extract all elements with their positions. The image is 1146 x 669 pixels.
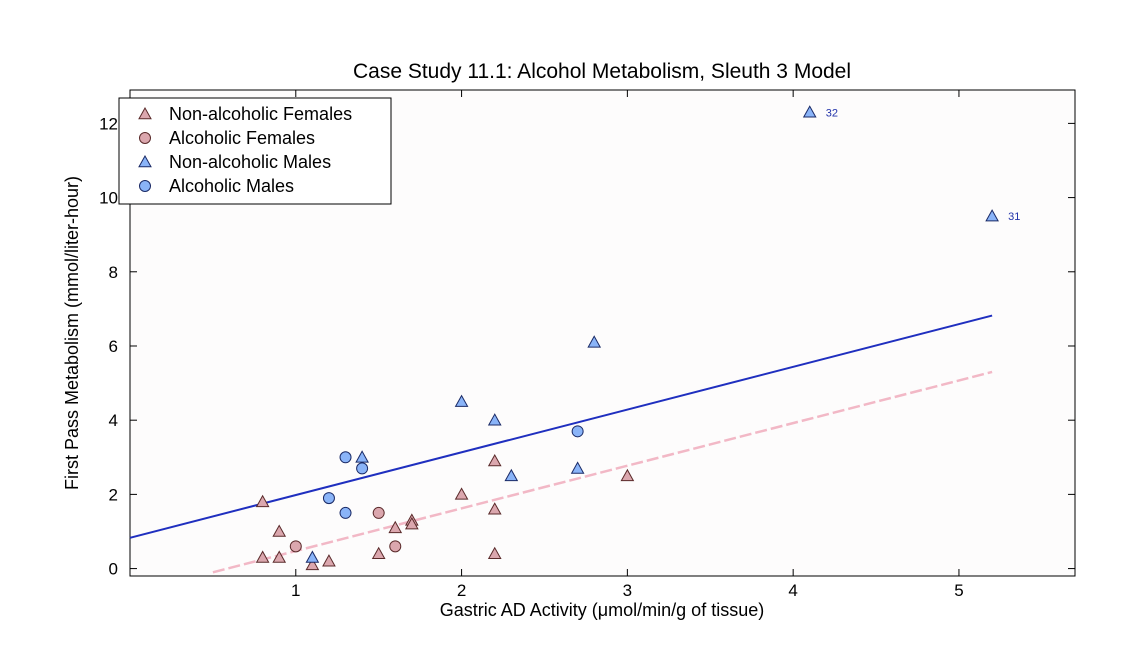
circle-point [339,451,352,464]
triangle-point [487,502,502,515]
circle-point [571,425,584,438]
legend-marker [138,154,152,168]
chart-title: Case Study 11.1: Alcohol Metabolism, Sle… [353,60,851,83]
triangle-point [487,453,502,467]
y-tick-label: 0 [109,560,118,579]
circle-point [356,462,369,475]
x-tick-label: 3 [623,581,632,600]
y-tick-label: 12 [99,114,118,133]
legend: Non-alcoholic Females Alcoholic Females No… [118,97,392,205]
circle-point [389,540,402,553]
y-tick-label: 2 [109,485,118,504]
triangle-point [322,554,336,567]
legend-label: Non-alcoholic Males [169,152,331,172]
legend-label: Alcoholic Males [169,176,294,196]
triangle-point [620,468,635,482]
triangle-point [388,520,403,534]
triangle-point [985,209,999,222]
x-tick-label: 5 [954,581,963,600]
triangle-point [570,461,585,474]
triangle-point [255,494,270,508]
y-tick-label: 8 [109,263,118,282]
x-tick-label: 4 [788,581,797,600]
legend-marker [138,106,152,120]
legend-marker [139,180,151,192]
legend-box [118,97,392,205]
point-annotations: 32 31 [826,107,1021,223]
circle-point [372,506,385,519]
triangle-point [305,550,320,563]
triangle-point [454,394,469,407]
x-tick-label: 2 [457,581,466,600]
triangle-point [371,546,386,560]
triangle-point [272,550,287,563]
triangle-point [404,517,419,530]
triangle-point [487,413,502,426]
y-tick-label: 4 [109,411,118,430]
y-axis-label: First Pass Metabolism (mmol/liter-hour) [62,176,82,490]
triangle-point [355,450,369,463]
x-tick-label: 1 [291,581,300,600]
circle-point [289,540,302,553]
point-label: 32 [826,107,838,119]
triangle-point [504,468,519,482]
y-tick-label: 6 [109,337,118,356]
triangle-point [802,105,817,118]
legend-marker [139,132,151,144]
triangle-point [305,557,320,571]
point-label: 31 [1008,211,1020,223]
triangle-point [487,546,502,560]
female-fit-line [212,370,993,574]
triangle-point [272,524,287,537]
male-fit-line [129,314,993,539]
circle-point [322,492,335,505]
data-points [255,105,999,571]
fit-lines [129,314,993,574]
y-tick-label: 10 [99,189,118,208]
triangle-point [587,335,602,348]
legend-label: Alcoholic Females [169,128,315,148]
circle-point [339,506,352,519]
triangle-point [454,487,469,500]
legend-label: Non-alcoholic Females [169,104,352,124]
triangle-point [255,550,270,563]
x-axis-label: Gastric AD Activity (μmol/min/g of tissu… [440,600,764,620]
